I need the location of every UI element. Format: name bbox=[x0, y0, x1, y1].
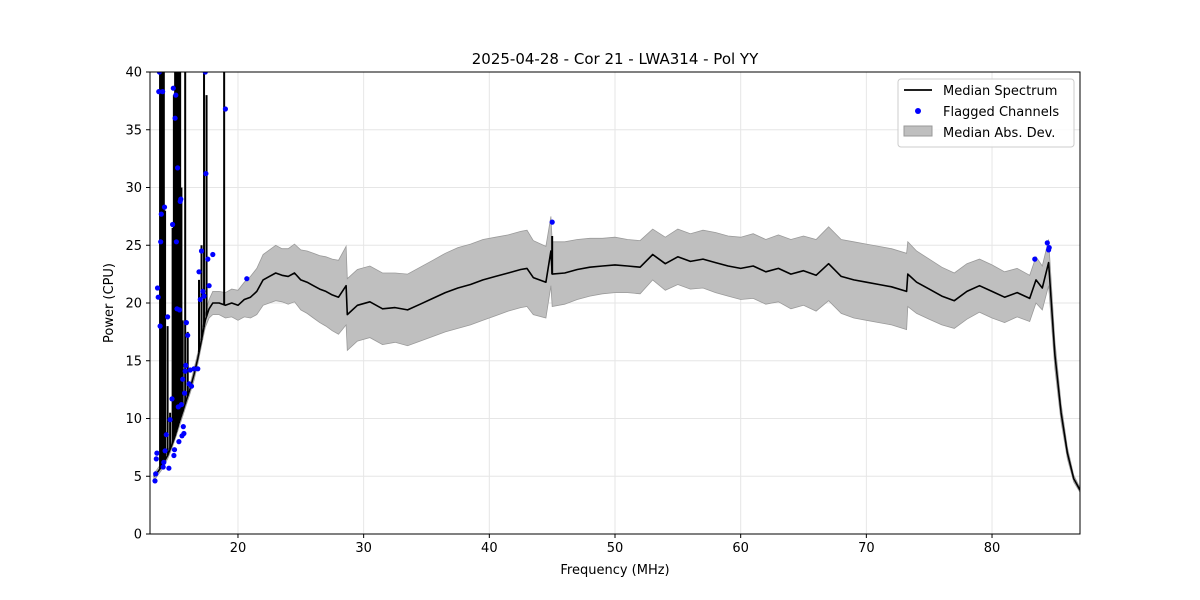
flagged-point-24 bbox=[171, 447, 178, 453]
flagged-point-13 bbox=[161, 459, 167, 465]
flagged-point-14 bbox=[161, 204, 168, 210]
series-group bbox=[152, 72, 1080, 494]
flagged-point-49 bbox=[195, 366, 201, 372]
legend-flagged-label: Flagged Channels bbox=[943, 105, 1059, 120]
flagged-point-29 bbox=[175, 165, 181, 171]
chart-title: 2025-04-28 - Cor 21 - LWA314 - Pol YY bbox=[472, 50, 759, 68]
flagged-point-5 bbox=[155, 294, 161, 300]
legend-flagged-swatch bbox=[915, 108, 921, 114]
flagged-point-18 bbox=[166, 465, 172, 471]
flagged-point-40 bbox=[182, 390, 188, 396]
y-tick-label-7: 35 bbox=[125, 123, 142, 138]
flagged-point-39 bbox=[181, 430, 187, 437]
x-tick-label-6: 80 bbox=[984, 541, 1001, 556]
flagged-point-38 bbox=[180, 424, 186, 430]
flagged-point-55 bbox=[202, 72, 208, 75]
flagged-point-47 bbox=[188, 383, 195, 389]
flagged-point-15 bbox=[162, 448, 168, 454]
flagged-point-37 bbox=[180, 376, 186, 382]
y-tick-label-4: 20 bbox=[125, 297, 142, 312]
flagged-point-63 bbox=[1032, 256, 1038, 262]
flagged-point-41 bbox=[182, 368, 188, 374]
median-spectrum-line bbox=[153, 250, 1080, 491]
flagged-point-54 bbox=[201, 293, 207, 299]
flagged-point-4 bbox=[154, 285, 161, 291]
flagged-point-35 bbox=[178, 402, 184, 408]
flagged-point-23 bbox=[171, 452, 177, 459]
flagged-point-16 bbox=[163, 432, 169, 438]
flagged-point-42 bbox=[183, 362, 189, 368]
flagged-point-10 bbox=[158, 211, 164, 217]
x-tick-label-5: 70 bbox=[858, 541, 875, 556]
flagged-point-11 bbox=[160, 89, 166, 95]
flagged-point-34 bbox=[178, 196, 184, 202]
x-tick-label-4: 60 bbox=[732, 541, 749, 556]
flagged-point-56 bbox=[203, 171, 209, 177]
flagged-point-20 bbox=[169, 396, 175, 402]
y-tick-label-5: 25 bbox=[125, 239, 142, 254]
legend-box bbox=[897, 78, 1075, 148]
mad-band bbox=[153, 216, 1080, 494]
flagged-point-17 bbox=[165, 314, 171, 320]
flagged-point-1 bbox=[153, 471, 159, 477]
x-axis-label: Frequency (MHz) bbox=[560, 563, 669, 578]
flagged-point-21 bbox=[170, 221, 176, 228]
flagged-point-19 bbox=[167, 417, 173, 423]
flagged-point-43 bbox=[183, 320, 189, 326]
flagged-point-44 bbox=[185, 332, 191, 338]
flagged-point-27 bbox=[173, 239, 179, 245]
x-tick-label-0: 20 bbox=[230, 541, 247, 556]
flagged-point-32 bbox=[176, 307, 183, 313]
legend-mad-swatch bbox=[903, 125, 933, 137]
data-layer bbox=[152, 72, 1080, 494]
flagged-point-7 bbox=[156, 72, 162, 75]
y-tick-label-8: 40 bbox=[125, 66, 142, 81]
flagged-point-57 bbox=[205, 256, 211, 262]
flagged-point-22 bbox=[170, 85, 176, 91]
flagged-point-48 bbox=[191, 366, 197, 372]
flagged-point-50 bbox=[196, 269, 202, 275]
x-tick-label-1: 30 bbox=[355, 541, 372, 556]
flagged-point-26 bbox=[173, 92, 179, 98]
flagged-point-51 bbox=[197, 296, 203, 303]
axis-ticks: 20 30 40 50 60 70 80 0 5 10 15 20 25 30 35 40 bbox=[125, 66, 1000, 557]
flagged-point-53 bbox=[200, 288, 206, 294]
flagged-point-52 bbox=[198, 248, 205, 254]
flagged-point-6 bbox=[156, 89, 162, 95]
flagged-point-8 bbox=[157, 323, 163, 329]
flagged-point-25 bbox=[172, 115, 178, 121]
flagged-point-66 bbox=[1046, 245, 1052, 251]
flagged-point-60 bbox=[222, 106, 228, 112]
x-tick-label-3: 50 bbox=[607, 541, 624, 556]
y-tick-label-0: 0 bbox=[134, 528, 142, 543]
flagged-point-12 bbox=[160, 464, 166, 470]
flagged-point-58 bbox=[206, 283, 212, 289]
y-tick-label-2: 10 bbox=[125, 412, 142, 427]
x-tick-label-2: 40 bbox=[481, 541, 498, 556]
legend-mad-label: Median Abs. Dev. bbox=[943, 126, 1055, 141]
y-tick-label-1: 5 bbox=[134, 470, 142, 485]
y-tick-label-3: 15 bbox=[125, 354, 142, 369]
flagged-point-9 bbox=[158, 239, 164, 245]
flagged-point-3 bbox=[154, 450, 160, 456]
flagged-point-2 bbox=[153, 456, 159, 462]
flagged-point-59 bbox=[210, 251, 216, 258]
legend: Median Spectrum Flagged Channels Median … bbox=[897, 78, 1075, 148]
flagged-point-62 bbox=[549, 219, 555, 225]
flagged-point-31 bbox=[176, 439, 182, 445]
flagged-point-0 bbox=[152, 478, 158, 484]
flagged-point-61 bbox=[244, 276, 250, 282]
legend-median-label: Median Spectrum bbox=[943, 84, 1057, 99]
y-axis-label: Power (CPU) bbox=[102, 263, 117, 343]
flagged-point-64 bbox=[1044, 240, 1050, 246]
y-tick-label-6: 30 bbox=[125, 181, 142, 196]
